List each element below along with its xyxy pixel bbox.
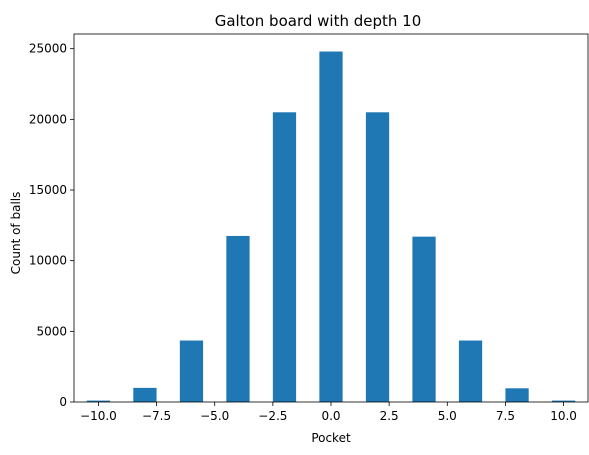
bar xyxy=(458,340,483,402)
bar xyxy=(272,112,297,402)
y-tick-label: 20000 xyxy=(29,112,67,126)
x-tick-label: −7.5 xyxy=(142,409,171,423)
bar xyxy=(179,340,204,402)
x-axis-label: Pocket xyxy=(311,431,351,445)
x-tick-label: 2.5 xyxy=(380,409,399,423)
bar xyxy=(226,235,250,402)
y-tick-label: 25000 xyxy=(29,42,67,56)
x-tick-label: 5.0 xyxy=(438,409,457,423)
bar xyxy=(551,400,576,402)
bar xyxy=(412,236,436,402)
y-tick-label: 15000 xyxy=(29,183,67,197)
bars-group xyxy=(86,51,576,403)
y-tick-label: 0 xyxy=(59,395,67,409)
x-axis: −10.0 −7.5 −5.0 −2.5 0.0 2.5 5.0 7.5 10.0 xyxy=(80,402,577,423)
x-tick-label: −5.0 xyxy=(200,409,229,423)
plot-frame xyxy=(73,33,589,403)
bar xyxy=(505,388,529,402)
x-tick-label: −2.5 xyxy=(258,409,287,423)
y-axis-label: Count of balls xyxy=(9,192,23,275)
bar xyxy=(365,112,390,402)
chart-title: Galton board with depth 10 xyxy=(215,12,422,30)
y-tick-label: 10000 xyxy=(29,254,67,268)
y-tick-label: 5000 xyxy=(36,324,67,338)
x-tick-label: 7.5 xyxy=(496,409,515,423)
bar xyxy=(319,51,343,403)
y-axis: 0 5000 10000 15000 20000 25000 xyxy=(29,42,74,409)
bar xyxy=(133,387,157,402)
x-tick-label: 10.0 xyxy=(550,409,577,423)
x-tick-label: −10.0 xyxy=(80,409,117,423)
x-tick-label: 0.0 xyxy=(321,409,340,423)
bar xyxy=(86,400,111,402)
